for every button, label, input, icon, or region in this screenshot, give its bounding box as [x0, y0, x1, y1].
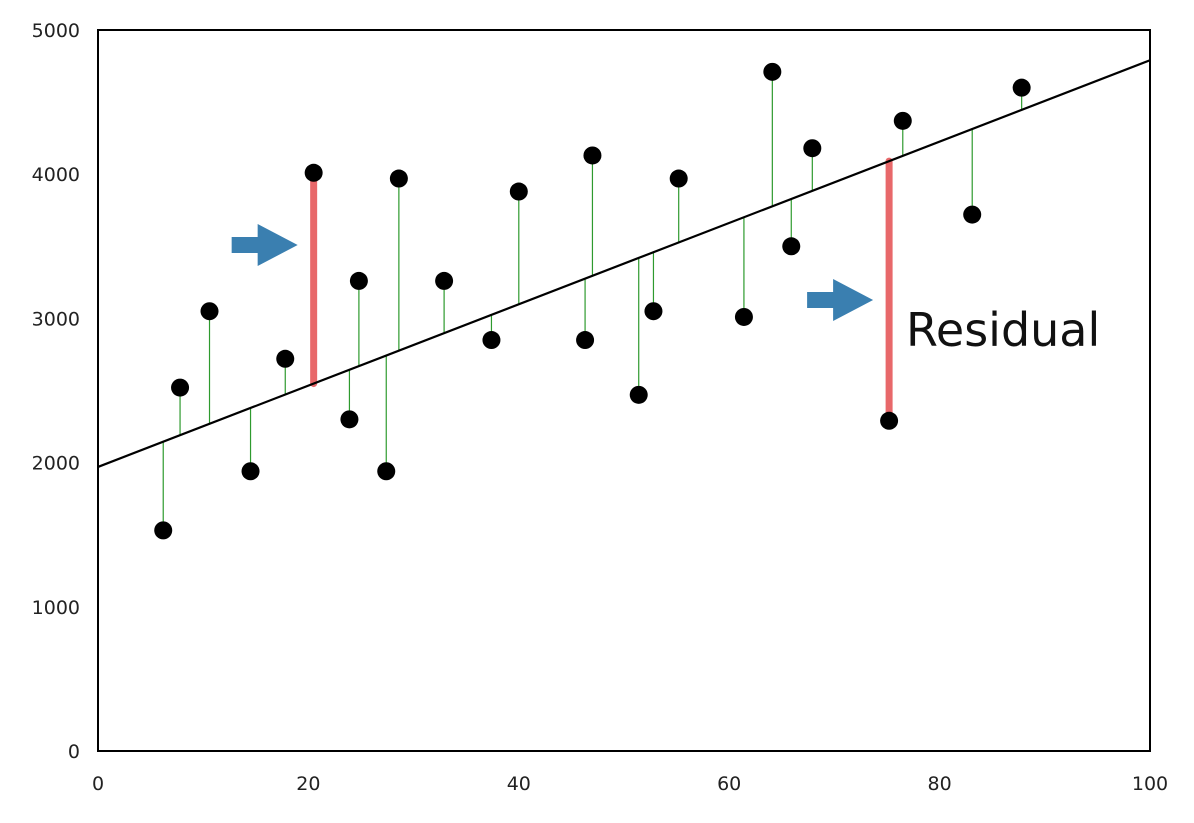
data-point — [803, 139, 822, 158]
y-tick-label: 3000 — [32, 308, 80, 330]
data-point — [241, 462, 260, 481]
data-point — [200, 302, 219, 321]
data-point — [377, 462, 396, 481]
x-tick-label: 100 — [1132, 773, 1168, 795]
data-point — [734, 307, 753, 326]
x-tick-label: 40 — [507, 773, 531, 795]
data-point — [880, 411, 899, 430]
x-tick-label: 60 — [717, 773, 741, 795]
arrow-icon — [231, 224, 298, 266]
arrow-icon — [807, 279, 874, 321]
highlight-layer — [310, 157, 893, 425]
points-layer — [154, 62, 1031, 540]
arrow-layer — [231, 224, 874, 321]
data-point — [629, 385, 648, 404]
data-point — [782, 237, 801, 256]
y-tick-label: 2000 — [32, 453, 80, 475]
residual-layer — [162, 71, 1023, 531]
data-point — [963, 205, 982, 224]
regression-line — [97, 59, 1151, 468]
y-tick-label: 5000 — [32, 20, 80, 42]
data-point — [389, 169, 408, 188]
data-point — [171, 378, 190, 397]
data-point — [669, 169, 688, 188]
data-point — [576, 331, 595, 350]
residual-annotation-label: Residual — [906, 303, 1100, 357]
plot-frame — [97, 29, 1151, 752]
x-tick-label: 80 — [928, 773, 952, 795]
data-point — [644, 302, 663, 321]
data-point — [276, 349, 295, 368]
data-point — [893, 111, 912, 130]
data-point — [1012, 78, 1031, 97]
data-point — [482, 331, 501, 350]
x-tick-label: 20 — [296, 773, 320, 795]
data-point — [435, 271, 454, 290]
y-tick-label: 1000 — [32, 597, 80, 619]
data-point — [340, 410, 359, 429]
data-point — [763, 62, 782, 81]
data-point — [349, 271, 368, 290]
data-point — [583, 146, 602, 165]
data-point — [154, 521, 173, 540]
x-tick-label: 0 — [92, 773, 104, 795]
y-tick-label: 4000 — [32, 164, 80, 186]
data-point — [304, 163, 323, 182]
regression-layer — [97, 59, 1151, 468]
y-tick-label: 0 — [68, 741, 80, 763]
data-point — [509, 182, 528, 201]
